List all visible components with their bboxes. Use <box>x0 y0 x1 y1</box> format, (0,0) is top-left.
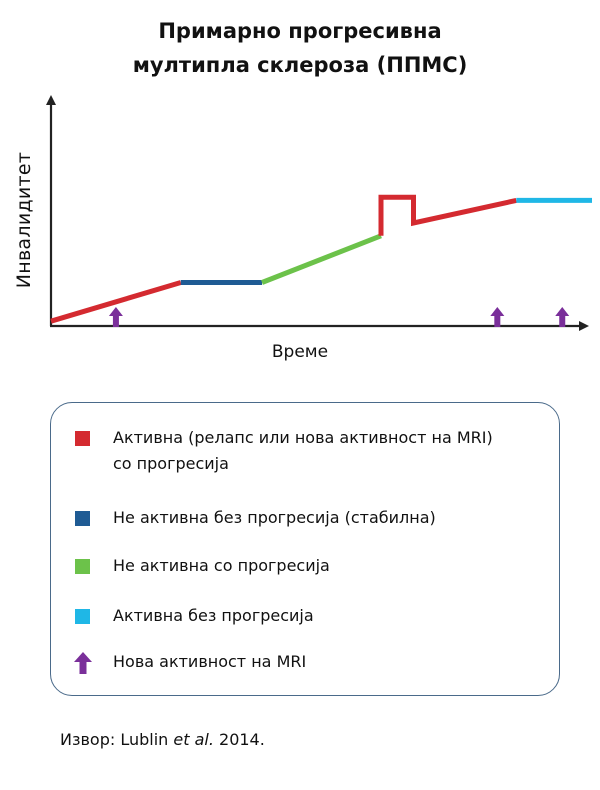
source-suffix: 2014. <box>213 730 265 749</box>
legend-label: Активна без прогресија <box>113 606 314 625</box>
course-segment-active-with-progression <box>50 280 182 324</box>
title-line-2: мултипла склероза (ППМС) <box>132 53 468 77</box>
mri-activity-arrow-icon <box>108 307 123 327</box>
legend-label: Не активна без прогресија (стабилна) <box>113 508 436 527</box>
disease-course-diagram <box>46 95 592 331</box>
y-axis-label-box: Инвалидитет <box>4 120 44 320</box>
legend-swatch-dark-blue <box>75 511 90 526</box>
mri-activity-markers <box>108 307 570 327</box>
source-italic: et al. <box>173 730 214 749</box>
legend-label: Активна (релапс или нова активност на MR… <box>113 428 493 447</box>
legend-label: Не активна со прогресија <box>113 556 330 575</box>
mri-activity-arrow-icon <box>490 307 505 327</box>
mri-activity-arrow-icon <box>555 307 570 327</box>
course-segments <box>50 194 592 324</box>
legend-swatch-light-blue <box>75 609 90 624</box>
y-axis-label: Инвалидитет <box>13 151 35 289</box>
source-prefix: Извор: Lublin <box>60 730 174 749</box>
source-citation: Извор: Lublin et al. 2014. <box>60 730 265 749</box>
up-arrow-icon <box>74 652 92 674</box>
x-axis-label: Време <box>271 342 329 362</box>
legend-label: Нова активност на MRI <box>113 652 307 671</box>
course-segment-not-active-with-progression <box>261 233 382 285</box>
legend-swatch-green <box>75 559 90 574</box>
legend-swatch-red <box>75 431 90 446</box>
title-line-1: Примарно прогресивна <box>158 19 442 43</box>
axes <box>46 95 589 331</box>
course-segment-active-with-progression <box>378 194 517 236</box>
legend-label-continued: со прогресија <box>113 454 229 473</box>
legend: Активна (релапс или нова активност на MR… <box>50 402 560 696</box>
diagram-title: Примарно прогресивна мултипла склероза (… <box>0 14 600 82</box>
